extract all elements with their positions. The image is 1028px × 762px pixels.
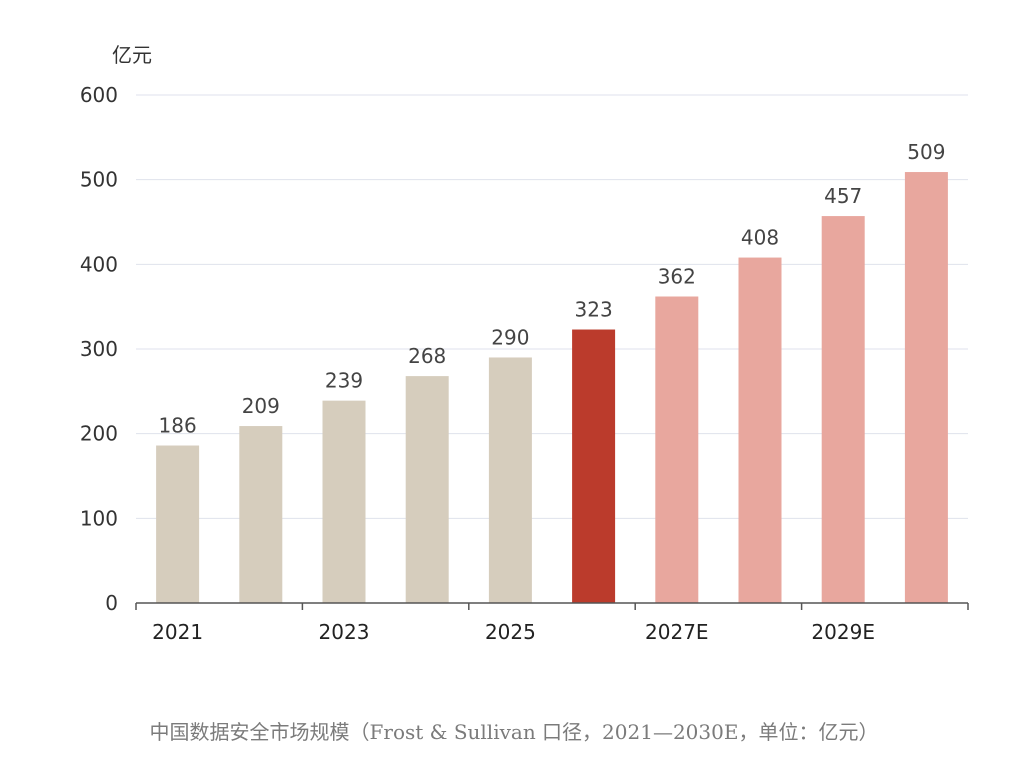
bar-2023 xyxy=(322,400,366,603)
bar-2028E xyxy=(738,257,782,603)
y-axis-ticks: 0 100 200 300 400 500 600 xyxy=(80,83,118,615)
y-tick-label: 300 xyxy=(80,337,118,361)
y-tick-label: 400 xyxy=(80,252,118,276)
x-tick-label: 2027E xyxy=(645,620,709,644)
x-axis-ticks: 2021 2023 2025 2027E 2029E xyxy=(135,603,969,644)
bar-2025 xyxy=(488,357,532,603)
y-tick-label: 200 xyxy=(80,422,118,446)
x-tick-label: 2025 xyxy=(485,620,536,644)
data-label-2023: 239 xyxy=(325,369,363,393)
bar-chart: 亿元 0 100 200 300 400 500 600 186 209 239 268 290 32… xyxy=(80,43,969,644)
data-label-2027E: 362 xyxy=(658,265,696,289)
bar-2021 xyxy=(156,445,200,603)
x-tick-label: 2023 xyxy=(319,620,370,644)
data-labels: 186 209 239 268 290 323 362 408 457 509 xyxy=(159,140,946,437)
bar-2026 xyxy=(572,329,616,603)
data-label-2022: 209 xyxy=(242,394,280,418)
data-label-2026: 323 xyxy=(575,298,613,322)
y-tick-label: 600 xyxy=(80,83,118,107)
y-axis-unit: 亿元 xyxy=(112,43,152,67)
data-label-2030E: 509 xyxy=(907,140,945,164)
data-label-2025: 290 xyxy=(491,325,529,349)
x-tick-label: 2029E xyxy=(811,620,875,644)
bar-2030E xyxy=(904,172,948,603)
data-label-2028E: 408 xyxy=(741,226,779,250)
bar-2027E xyxy=(655,296,699,603)
y-tick-label: 0 xyxy=(105,591,118,615)
data-label-2021: 186 xyxy=(159,414,197,438)
x-tick-label: 2021 xyxy=(152,620,203,644)
y-tick-label: 500 xyxy=(80,168,118,192)
bars xyxy=(156,172,948,603)
y-tick-label: 100 xyxy=(80,506,118,530)
chart-caption: 中国数据安全市场规模（Frost & Sullivan 口径，2021—2030… xyxy=(149,720,879,744)
data-label-2029E: 457 xyxy=(824,184,862,208)
data-label-2024: 268 xyxy=(408,344,446,368)
bar-2029E xyxy=(821,216,865,603)
bar-2022 xyxy=(239,426,283,603)
bar-2024 xyxy=(405,376,449,603)
